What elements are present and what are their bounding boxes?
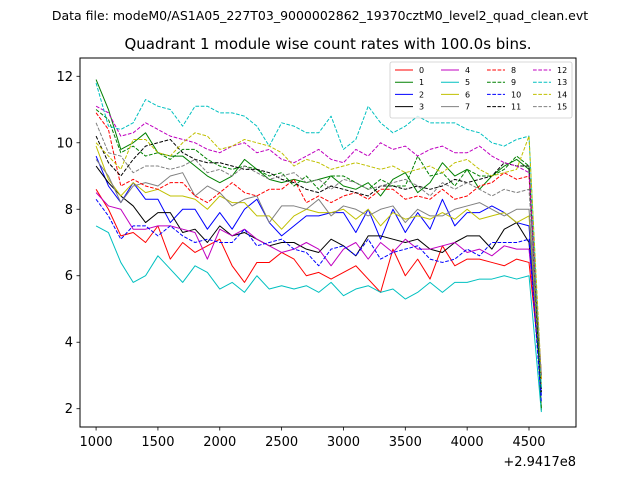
- legend-label-13: 13: [557, 78, 567, 87]
- legend-label-7: 7: [465, 103, 470, 112]
- legend-box: [389, 61, 573, 119]
- legend-label-3: 3: [419, 103, 424, 112]
- legend-label-1: 1: [419, 78, 424, 87]
- chart-title: Quadrant 1 module wise count rates with …: [124, 35, 531, 53]
- legend-label-10: 10: [511, 90, 521, 99]
- x-tick-label: 4000: [451, 435, 484, 450]
- legend-label-9: 9: [511, 78, 516, 87]
- legend-label-5: 5: [465, 78, 470, 87]
- legend-label-0: 0: [419, 66, 424, 75]
- x-tick-label: 3000: [327, 435, 360, 450]
- series-group: [95, 79, 542, 413]
- series-line-8: [95, 112, 542, 379]
- series-line-0: [95, 189, 542, 379]
- x-tick-label: 3500: [389, 435, 422, 450]
- x-tick-label: 2500: [265, 435, 298, 450]
- x-tick-label: 1500: [141, 435, 174, 450]
- x-tick-label: 2000: [203, 435, 236, 450]
- y-tick-label: 12: [56, 70, 73, 85]
- legend-label-15: 15: [557, 103, 567, 112]
- series-line-7: [95, 159, 542, 376]
- series-line-10: [95, 198, 542, 403]
- series-line-2: [95, 155, 542, 396]
- figure-suptitle: Data file: modeM0/AS1A05_227T03_90000028…: [52, 8, 588, 23]
- series-line-15: [95, 122, 542, 376]
- legend-label-2: 2: [419, 90, 424, 99]
- legend-label-8: 8: [511, 66, 516, 75]
- x-tick-label: 1000: [80, 435, 113, 450]
- y-tick-label: 6: [65, 269, 73, 284]
- axes-frame: [79, 57, 577, 428]
- x-tick-label: 4500: [512, 435, 545, 450]
- plot-area: 1000 1500 2000 2500 3000 3500 4000 4500 2468101…: [56, 57, 577, 470]
- y-tick-label: 4: [65, 336, 73, 351]
- series-line-13: [95, 82, 542, 389]
- legend-label-4: 4: [465, 66, 470, 75]
- legend-label-12: 12: [557, 66, 567, 75]
- series-line-12: [95, 105, 542, 376]
- y-tick-label: 8: [65, 203, 73, 218]
- legend-label-6: 6: [465, 90, 470, 99]
- series-line-14: [95, 132, 542, 379]
- legend-label-14: 14: [557, 90, 567, 99]
- y-axis: 2 4 6 8 10 12: [56, 70, 80, 417]
- legend-label-11: 11: [511, 103, 521, 112]
- series-line-9: [95, 109, 542, 409]
- y-tick-label: 2: [65, 402, 73, 417]
- series-line-3: [95, 165, 542, 389]
- x-axis: 1000 1500 2000 2500 3000 3500 4000 4500: [80, 427, 546, 450]
- y-tick-label: 10: [56, 136, 73, 151]
- x-offset-label: +2.9417e8: [503, 455, 576, 470]
- series-line-6: [95, 145, 542, 386]
- series-line-5: [95, 225, 542, 413]
